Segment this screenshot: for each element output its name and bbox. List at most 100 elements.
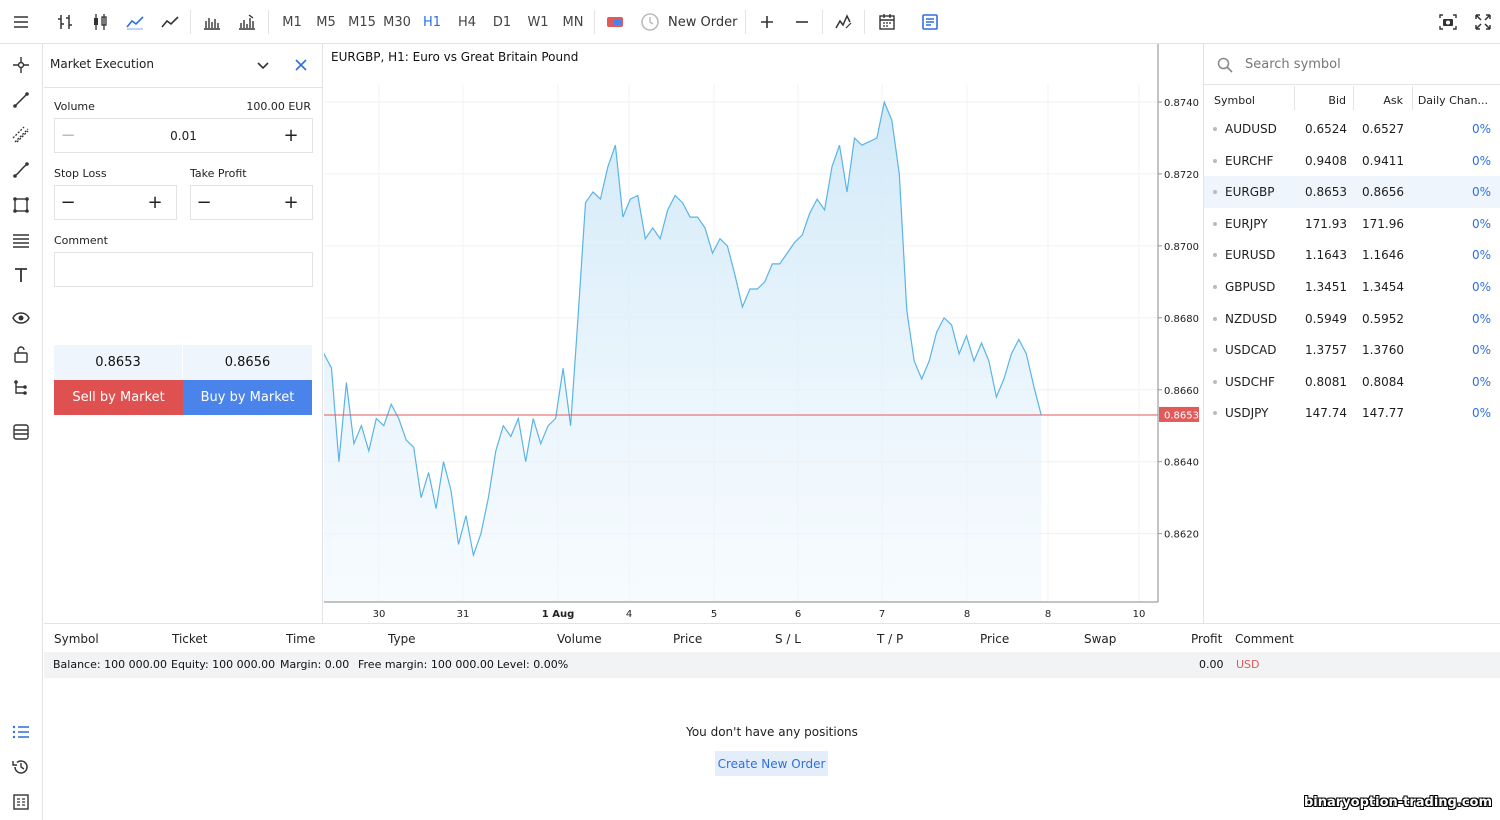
positions-header-swap[interactable]: Swap — [1084, 632, 1117, 646]
menu-icon[interactable] — [8, 9, 34, 35]
line-chart-icon[interactable] — [157, 9, 183, 35]
timeframe-m30[interactable]: M30 — [383, 14, 411, 30]
watch-ask: 171.96 — [1362, 216, 1404, 231]
chevron-down-icon[interactable] — [254, 56, 272, 74]
calendar-icon[interactable] — [874, 9, 900, 35]
stop-loss-decrease-button[interactable]: − — [60, 192, 76, 213]
positions-header-symbol[interactable]: Symbol — [54, 632, 99, 646]
shapes-icon[interactable] — [8, 192, 34, 218]
take-profit-stepper[interactable]: − + — [190, 185, 313, 220]
crosshair-icon[interactable] — [8, 52, 34, 78]
positions-header-t-p[interactable]: T / P — [877, 632, 904, 646]
positions-header-type[interactable]: Type — [388, 632, 416, 646]
timeframe-h1[interactable]: H1 — [422, 14, 442, 30]
close-icon[interactable] — [292, 56, 310, 74]
timeframe-d1[interactable]: D1 — [492, 14, 512, 30]
timeframe-mn[interactable]: MN — [562, 14, 584, 30]
fib-icon[interactable] — [8, 157, 34, 183]
stop-loss-stepper[interactable]: − + — [54, 185, 177, 220]
stop-loss-increase-button[interactable]: + — [147, 192, 163, 213]
trend-line-icon[interactable] — [8, 87, 34, 113]
current-price-label: 0.8653 — [1164, 410, 1199, 421]
lock-icon[interactable] — [8, 341, 34, 367]
watch-row-usdjpy[interactable]: USDJPY 147.74 147.77 0% — [1204, 397, 1500, 429]
fullscreen-icon[interactable] — [1470, 9, 1496, 35]
watch-change: 0% — [1471, 122, 1491, 136]
status-dot — [1213, 221, 1217, 226]
watch-bid: 1.3757 — [1305, 343, 1347, 358]
channel-icon[interactable] — [8, 122, 34, 148]
positions-header-volume[interactable]: Volume — [557, 632, 602, 646]
zoom-out-icon[interactable] — [789, 9, 815, 35]
watch-row-audusd[interactable]: AUDUSD 0.6524 0.6527 0% — [1204, 113, 1500, 145]
volume-input[interactable]: 0.01 — [170, 128, 197, 143]
positions-header-price[interactable]: Price — [980, 632, 1010, 646]
positions-header-price[interactable]: Price — [673, 632, 703, 646]
positions-icon[interactable] — [8, 719, 34, 745]
take-profit-increase-button[interactable]: + — [283, 192, 299, 213]
positions-header-s-l[interactable]: S / L — [775, 632, 801, 646]
comment-field[interactable] — [54, 252, 313, 287]
y-tick-label: 0.8660 — [1164, 386, 1199, 397]
chart-canvas[interactable]: 0.8740 0.8720 0.8700 0.8680 0.8660 0.8640 0.86… — [324, 44, 1202, 623]
volume-decrease-button[interactable]: − — [60, 125, 76, 146]
new-order-button[interactable]: New Order — [640, 9, 740, 35]
eye-icon[interactable] — [8, 305, 34, 331]
bar-chart-icon[interactable] — [52, 9, 78, 35]
layers-icon[interactable] — [8, 419, 34, 445]
candlestick-icon[interactable] — [87, 9, 113, 35]
watermark: binaryoption-trading.com — [1303, 795, 1492, 810]
watch-change: 0% — [1471, 311, 1491, 326]
area-chart-icon[interactable] — [122, 9, 148, 35]
top-toolbar: M1 M5 M15 M30 H1 H4 D1 W1 MN New Order — [0, 0, 1500, 44]
watch-row-usdcad[interactable]: USDCAD 1.3757 1.3760 0% — [1204, 334, 1500, 366]
search-input[interactable]: Search symbol — [1245, 57, 1341, 72]
price-chart[interactable]: EURGBP, H1: Euro vs Great Britain Pound … — [324, 44, 1202, 623]
sell-by-market-button[interactable]: Sell by Market — [54, 380, 183, 415]
watch-row-eurusd[interactable]: EURUSD 1.1643 1.1646 0% — [1204, 239, 1500, 271]
watch-ask: 0.8084 — [1362, 374, 1404, 389]
timeframe-m15[interactable]: M15 — [348, 14, 376, 30]
positions-header-profit[interactable]: Profit — [1191, 632, 1223, 646]
positions-header-comment[interactable]: Comment — [1235, 632, 1294, 646]
histogram-icon[interactable] — [199, 9, 225, 35]
volume-stepper[interactable]: − 0.01 + — [54, 118, 313, 153]
watch-row-eurjpy[interactable]: EURJPY 171.93 171.96 0% — [1204, 208, 1500, 240]
watch-row-nzdusd[interactable]: NZDUSD 0.5949 0.5952 0% — [1204, 303, 1500, 335]
indicators-icon[interactable] — [831, 9, 857, 35]
watch-header-bid: Bid — [1328, 94, 1346, 107]
lines-icon[interactable] — [8, 227, 34, 253]
watch-row-eurgbp[interactable]: EURGBP 0.8653 0.8656 0% — [1204, 176, 1500, 209]
watch-change: 0% — [1471, 216, 1491, 231]
order-panel: Market Execution Volume 100.00 EUR − 0.0… — [44, 44, 323, 623]
timeframe-m5[interactable]: M5 — [316, 14, 336, 30]
watch-row-usdchf[interactable]: USDCHF 0.8081 0.8084 0% — [1204, 366, 1500, 398]
list-icon[interactable] — [917, 9, 943, 35]
switch-icon[interactable] — [602, 9, 628, 35]
zoom-in-icon[interactable] — [754, 9, 780, 35]
text-icon[interactable] — [8, 262, 34, 288]
account-summary: Balance: 100 000.00 Equity: 100 000.00 M… — [44, 652, 1500, 678]
screenshot-icon[interactable] — [1435, 9, 1461, 35]
history-icon[interactable] — [8, 754, 34, 780]
buy-by-market-button[interactable]: Buy by Market — [183, 380, 312, 415]
volume-increase-button[interactable]: + — [283, 125, 299, 146]
timeframe-h4[interactable]: H4 — [457, 14, 477, 30]
positions-header-time[interactable]: Time — [286, 632, 316, 646]
order-type-select[interactable]: Market Execution — [50, 57, 154, 71]
watch-ask: 0.6527 — [1362, 122, 1404, 136]
positions-header-ticket[interactable]: Ticket — [172, 632, 208, 646]
empty-positions-message: You don't have any positions — [686, 725, 858, 739]
new-order-label: New Order — [668, 14, 738, 30]
volume-icon[interactable] — [234, 9, 260, 35]
timeframe-m1[interactable]: M1 — [282, 14, 302, 30]
watch-row-eurchf[interactable]: EURCHF 0.9408 0.9411 0% — [1204, 145, 1500, 177]
journal-icon[interactable] — [8, 789, 34, 815]
take-profit-label: Take Profit — [190, 167, 247, 180]
price-area — [324, 102, 1042, 602]
create-new-order-button[interactable]: Create New Order — [715, 751, 828, 776]
watch-row-gbpusd[interactable]: GBPUSD 1.3451 1.3454 0% — [1204, 271, 1500, 303]
timeframe-w1[interactable]: W1 — [527, 14, 549, 30]
take-profit-decrease-button[interactable]: − — [196, 192, 212, 213]
tree-icon[interactable] — [8, 376, 34, 402]
